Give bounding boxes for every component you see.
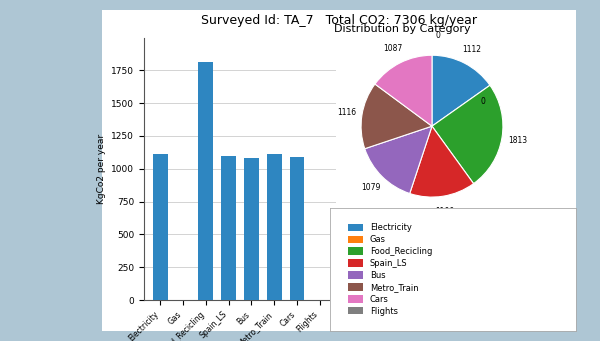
Bar <box>153 154 167 300</box>
Bar <box>199 62 213 300</box>
Wedge shape <box>410 126 473 197</box>
Bar <box>221 155 236 300</box>
Text: 1079: 1079 <box>361 183 380 192</box>
Text: 1116: 1116 <box>337 108 356 117</box>
Bar <box>244 159 259 300</box>
Wedge shape <box>432 55 490 126</box>
Text: Distribution by Category: Distribution by Category <box>334 24 471 34</box>
Text: 1112: 1112 <box>463 45 481 54</box>
Text: 1087: 1087 <box>383 44 403 54</box>
Bar <box>290 158 304 300</box>
Bar <box>267 153 281 300</box>
Text: 0: 0 <box>481 97 485 106</box>
Text: Surveyed Id: TA_7   Total CO2: 7306 kg/year: Surveyed Id: TA_7 Total CO2: 7306 kg/yea… <box>201 14 477 27</box>
Text: 1813: 1813 <box>508 136 527 145</box>
Y-axis label: KgCo2 per year: KgCo2 per year <box>97 134 106 204</box>
Wedge shape <box>432 85 503 184</box>
Text: 1100: 1100 <box>436 207 455 216</box>
Wedge shape <box>361 84 432 149</box>
Text: 0: 0 <box>435 31 440 40</box>
Wedge shape <box>365 126 432 193</box>
Wedge shape <box>375 55 432 126</box>
Legend: Electricity, Gas, Food_Recicling, Spain_LS, Bus, Metro_Train, Cars, Flights: Electricity, Gas, Food_Recicling, Spain_… <box>346 222 434 317</box>
